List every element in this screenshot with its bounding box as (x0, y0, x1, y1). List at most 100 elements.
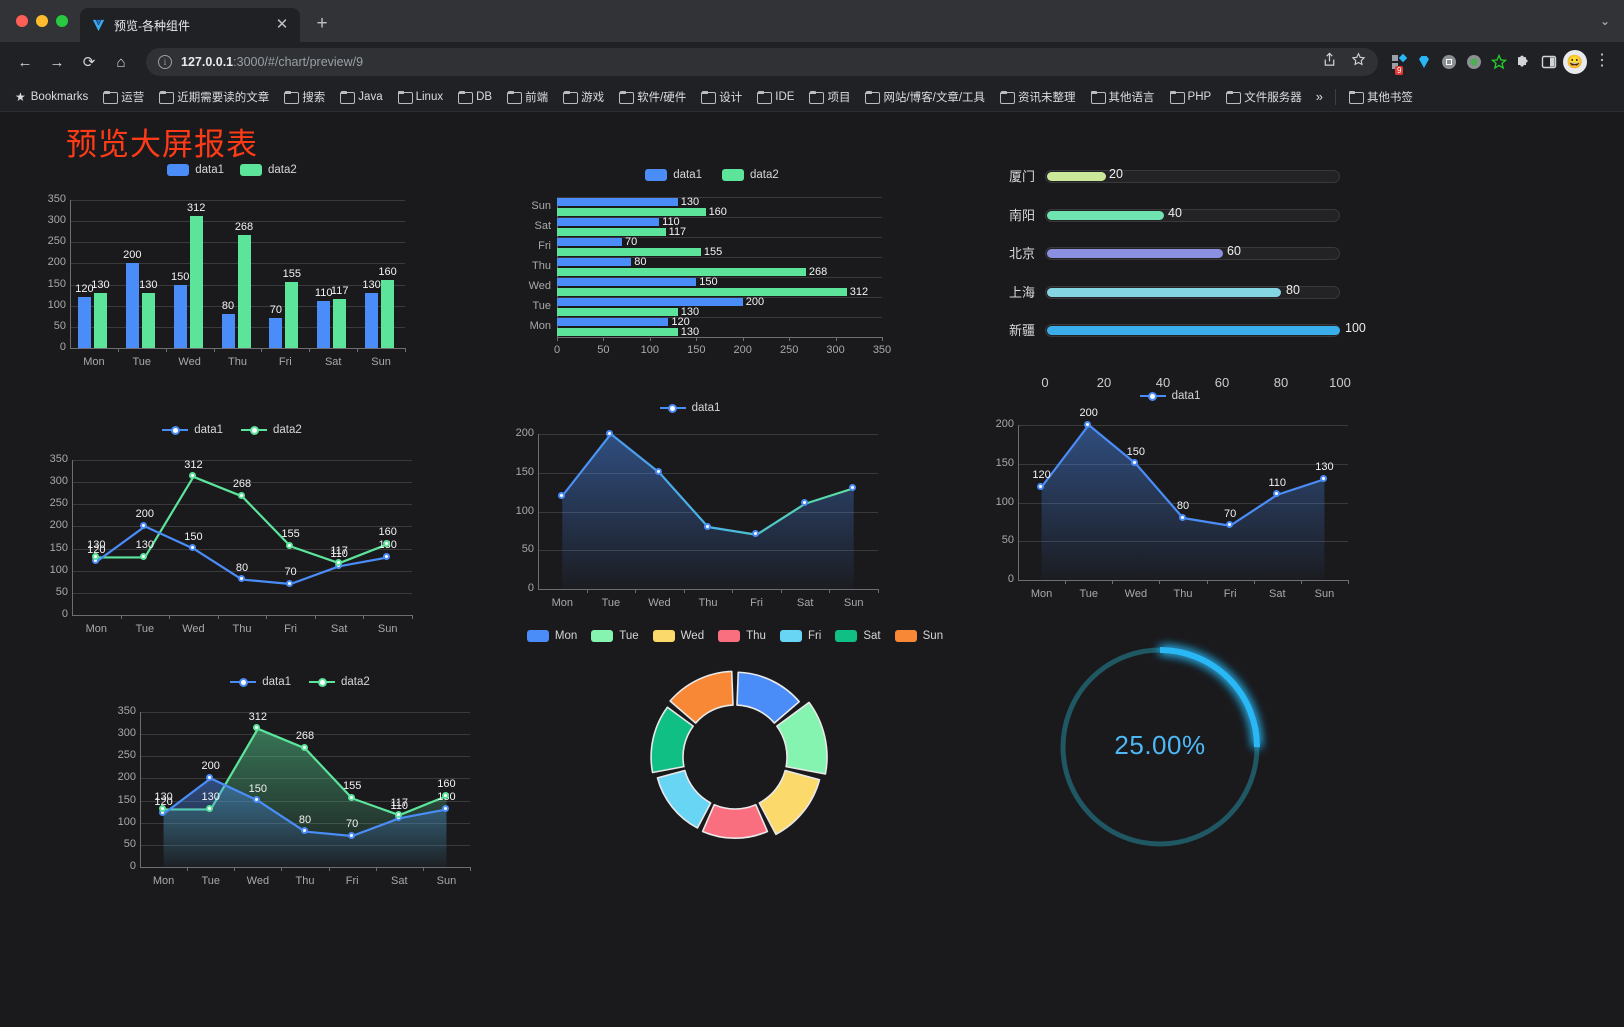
bar[interactable] (141, 293, 155, 348)
data-point[interactable] (441, 804, 449, 812)
data-point[interactable] (253, 796, 261, 804)
forward-icon[interactable]: → (49, 53, 65, 71)
data-point[interactable] (347, 831, 355, 839)
legend-item[interactable]: data1 (1139, 390, 1200, 402)
data-point[interactable] (752, 530, 760, 538)
chart-progress-bars[interactable]: 厦门 20 南阳 40 北京 60 上海 80 新疆 100 0 20 40 60 80 100 (990, 152, 1390, 402)
bar[interactable] (557, 298, 743, 306)
data-point[interactable] (1225, 521, 1233, 529)
close-window-button[interactable] (16, 15, 28, 27)
bookmark-folder[interactable]: 其他语言 (1084, 86, 1162, 108)
data-point[interactable] (383, 552, 391, 560)
bookmark-folder[interactable]: 文件服务器 (1219, 86, 1309, 108)
pie-slice[interactable] (736, 671, 801, 724)
bar[interactable] (93, 293, 107, 348)
data-point[interactable] (654, 468, 662, 476)
bar[interactable] (365, 293, 379, 348)
site-info-icon[interactable]: i (158, 55, 172, 69)
bar[interactable] (285, 282, 299, 348)
legend-item[interactable]: data2 (240, 164, 297, 176)
legend-item[interactable]: Sun (894, 630, 943, 642)
data-point[interactable] (1037, 482, 1045, 490)
home-icon[interactable]: ⌂ (116, 53, 126, 71)
green-dot-icon[interactable] (1463, 51, 1485, 73)
bar[interactable] (557, 328, 678, 336)
data-point[interactable] (1272, 490, 1280, 498)
chart-gauge-ring[interactable]: 25.00% (1030, 617, 1290, 877)
browser-tab[interactable]: 预览-各种组件 ✕ (80, 8, 300, 42)
bar[interactable] (221, 314, 235, 348)
bookmark-folder[interactable]: PHP (1163, 88, 1219, 106)
bookmark-folder[interactable]: 搜索 (277, 86, 332, 108)
pie-slice[interactable] (776, 701, 828, 775)
data-point[interactable] (237, 575, 245, 583)
legend-item[interactable]: Fri (779, 630, 821, 642)
bookmark-folder[interactable]: 近期需要读的文章 (152, 86, 276, 108)
new-tab-button[interactable]: + (316, 13, 328, 34)
bookmark-folder[interactable]: 软件/硬件 (612, 86, 693, 108)
data-point[interactable] (188, 544, 196, 552)
legend-item[interactable]: Tue (591, 630, 639, 642)
bookmark-folder[interactable]: Linux (391, 88, 451, 106)
bar[interactable] (557, 198, 678, 206)
data-point[interactable] (140, 552, 148, 560)
bar[interactable] (189, 216, 203, 348)
share-icon[interactable] (1322, 52, 1337, 72)
data-point[interactable] (206, 804, 214, 812)
pie-slice[interactable] (669, 670, 734, 724)
progress-track[interactable] (1045, 247, 1340, 260)
reload-icon[interactable]: ⟳ (82, 54, 96, 71)
legend-item[interactable]: data1 (645, 169, 702, 181)
data-point[interactable] (347, 793, 355, 801)
puzzle-icon[interactable] (1513, 51, 1535, 73)
data-point[interactable] (703, 522, 711, 530)
data-point[interactable] (557, 491, 565, 499)
data-point[interactable] (1131, 459, 1139, 467)
legend-item[interactable]: Mon (526, 630, 577, 642)
bar[interactable] (381, 280, 395, 348)
chart-bar-vertical[interactable]: data1 data2 350 300 250 200 150 100 50 0 Mon 120 130… (22, 150, 442, 400)
diamond-icon[interactable] (1413, 51, 1435, 73)
chart-line-gradient[interactable]: data1 200 150 100 50 0 Mon Tue Wed Thu Fri Sat Sun (490, 392, 890, 642)
progress-track[interactable] (1045, 170, 1340, 183)
data-point[interactable] (1178, 513, 1186, 521)
legend-item[interactable]: data1 (659, 402, 720, 414)
bar[interactable] (557, 318, 669, 326)
bar[interactable] (173, 284, 187, 348)
bar[interactable] (557, 248, 701, 256)
browser-menu-icon[interactable]: ⋮ (1594, 52, 1610, 69)
address-bar[interactable]: i 127.0.0.1:3000/#/chart/preview/9 (146, 48, 1378, 76)
bar[interactable] (557, 288, 847, 296)
bookmark-folder[interactable]: 网站/博客/文章/工具 (858, 86, 992, 108)
chevron-down-icon[interactable]: ⌄ (1599, 14, 1610, 28)
bar[interactable] (333, 298, 347, 348)
data-point[interactable] (606, 429, 614, 437)
side-panel-icon[interactable] (1538, 51, 1560, 73)
progress-track[interactable] (1045, 324, 1340, 337)
data-point[interactable] (300, 743, 308, 751)
progress-track[interactable] (1045, 208, 1340, 222)
data-point[interactable] (383, 539, 391, 547)
chart-bar-horizontal[interactable]: data1 data2 0 50 100 150 200 250 300 350 Sun 130 160… (512, 152, 912, 402)
bar[interactable] (269, 318, 283, 348)
pie-slice[interactable] (650, 706, 694, 774)
data-point[interactable] (91, 552, 99, 560)
bar[interactable] (557, 238, 622, 246)
bookmark-folder[interactable]: DB (451, 88, 499, 106)
bar[interactable] (77, 297, 91, 348)
legend-item[interactable]: data1 (162, 424, 223, 436)
data-point[interactable] (441, 791, 449, 799)
bookmark-folder[interactable]: 项目 (802, 86, 857, 108)
data-point[interactable] (237, 491, 245, 499)
bar[interactable] (557, 258, 632, 266)
progress-track[interactable] (1045, 285, 1340, 299)
bookmark-folder[interactable]: 资讯未整理 (993, 86, 1083, 108)
data-point[interactable] (800, 499, 808, 507)
bar[interactable] (237, 234, 251, 348)
window-controls[interactable] (12, 0, 80, 42)
chart-area-single[interactable]: data1 200 150 100 50 0 Mon Tue Wed Thu Fri Sat Sun 12… (970, 380, 1370, 630)
bar[interactable] (557, 268, 806, 276)
chart-line-two-series[interactable]: data1 data2 350 300 250 200 150 100 50 0 Mon Tue Wed… (22, 412, 442, 662)
bookmark-folder[interactable]: IDE (750, 88, 801, 106)
bar[interactable] (557, 208, 706, 216)
